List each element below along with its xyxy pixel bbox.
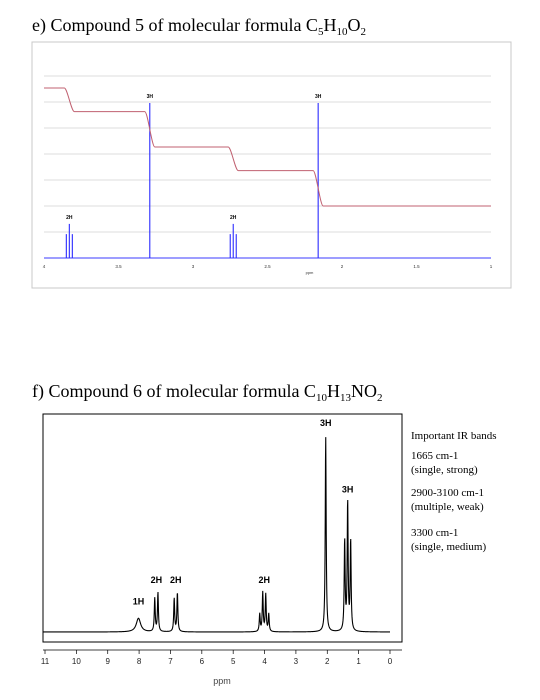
- x-tick-label: 2: [325, 657, 330, 666]
- x-tick-label: 3: [192, 264, 195, 269]
- x-tick-label: 7: [168, 657, 173, 666]
- x-tick-label: 1.5: [413, 264, 420, 269]
- ir-band-desc: (single, strong): [411, 464, 478, 476]
- nmr-spectrum-compound-5: 2H 3H 2H 3H 4 3.5 3 2.5 2 1.5 1 ppm: [31, 41, 512, 289]
- ir-band-desc: (multiple, weak): [411, 501, 484, 513]
- ir-band-value: 2900-3100 cm-1: [411, 487, 485, 499]
- x-tick-label: 4: [262, 657, 267, 666]
- x-tick-label: 8: [137, 657, 142, 666]
- x-tick-label: 1: [356, 657, 361, 666]
- x-tick-label: 4: [43, 264, 46, 269]
- ir-band-desc: (single, medium): [411, 541, 487, 553]
- x-tick-label: 3.5: [115, 264, 122, 269]
- x-tick-label: 1: [490, 264, 493, 269]
- integration-label: 2H: [170, 575, 182, 585]
- ir-band-value: 3300 cm-1: [411, 527, 459, 539]
- integration-label: 1H: [133, 596, 145, 606]
- integral-curve: [44, 87, 491, 207]
- integration-label: 3H: [342, 485, 354, 495]
- ir-band-value: 1665 cm-1: [411, 450, 459, 462]
- x-axis-label: ppm: [213, 676, 231, 686]
- integration-label: 3H: [320, 418, 332, 428]
- integration-label: 2H: [230, 215, 237, 221]
- x-tick-label: 5: [231, 657, 236, 666]
- compound-6-heading: f) Compound 6 of molecular formula C10H1…: [32, 381, 383, 404]
- integration-label: 2H: [258, 575, 270, 585]
- integration-label: 2H: [151, 575, 163, 585]
- x-tick-label: 2: [341, 264, 344, 269]
- x-axis-label: ppm: [306, 270, 314, 275]
- x-tick-label: 10: [72, 657, 81, 666]
- integration-label: 3H: [147, 94, 154, 100]
- x-tick-label: 9: [106, 657, 111, 666]
- x-tick-label: 11: [41, 657, 50, 666]
- x-tick-label: 6: [200, 657, 205, 666]
- integration-label: 3H: [315, 94, 322, 100]
- x-tick-label: 2.5: [264, 264, 271, 269]
- integration-label: 2H: [66, 215, 73, 221]
- ir-bands-title: Important IR bands: [411, 430, 497, 442]
- x-tick-label: 3: [294, 657, 299, 666]
- x-tick-label: 0: [388, 657, 393, 666]
- chart-frame: [31, 41, 512, 289]
- compound-5-heading: e) Compound 5 of molecular formula C5H10…: [32, 15, 366, 38]
- nmr-trace: [43, 437, 390, 633]
- chart-frame: [42, 413, 403, 643]
